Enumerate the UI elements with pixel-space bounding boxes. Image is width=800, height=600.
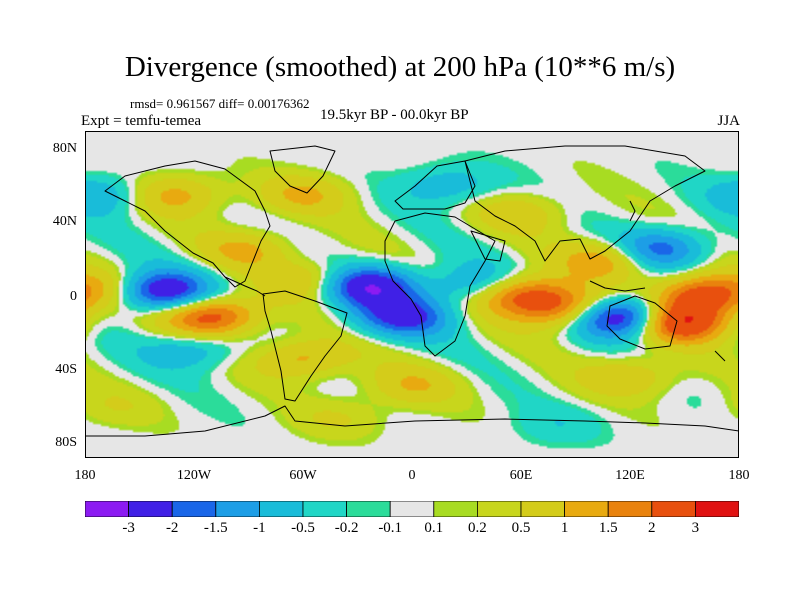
colorbar-label: -0.1 [378,520,403,536]
colorbar [85,501,739,517]
lon-label-60w: 60W [289,468,317,483]
lat-label-40s: 40S [55,362,77,377]
colorbar-label: 0.1 [424,520,444,536]
colorbar-label: 3 [691,520,700,536]
plot-title: Divergence (smoothed) at 200 hPa (10**6 … [124,51,676,83]
coast-australia [606,295,678,350]
coast-north-america [104,160,271,288]
coast-central-america [224,276,266,297]
coast-antarctica [85,405,739,437]
lon-label-60e: 60E [509,468,533,483]
coast-greenland [269,145,336,194]
lat-label-80n: 80N [52,141,77,156]
divergence-map [85,131,739,458]
colorbar-box-13 [651,501,696,517]
map-frame [85,131,739,458]
lon-label-180e: 180 [728,468,750,483]
lat-label-80s: 80S [55,435,77,450]
lon-label-0: 0 [408,468,416,483]
experiment-label: Expt = temfu-temea [81,113,202,129]
colorbar-label: 2 [648,520,656,536]
colorbar-label: -0.2 [334,520,359,536]
coast-asia [464,145,706,262]
lon-label-180w: 180 [74,468,96,483]
coast-africa [384,212,496,357]
coast-indonesia [589,280,646,292]
colorbar-box-3 [215,501,260,517]
colorbar-label: -3 [122,520,135,536]
colorbar-box-11 [564,501,609,517]
colorbar-box-2 [171,501,217,517]
lon-label-120e: 120E [615,468,645,483]
colorbar-label: -0.5 [291,520,315,536]
colorbar-label: -1.5 [203,520,228,536]
coast-arabia [470,230,506,262]
colorbar-box-1 [128,501,173,517]
colorbar-box-5 [302,501,347,517]
coastlines [85,145,739,437]
colorbar-box-6 [346,501,391,517]
coast-south-america [262,290,348,402]
colorbar-box-9 [476,501,522,517]
lon-label-120w: 120W [176,468,212,483]
colorbar-label: 1.5 [598,520,618,536]
coast-europe [394,160,476,210]
lat-label-40n: 40N [52,214,77,229]
colorbar-box-0 [85,501,129,517]
colorbar-box-12 [607,501,653,517]
colorbar-label: -1 [253,520,266,536]
colorbar-label: 1 [560,520,569,536]
colorbar-box-8 [433,501,478,517]
colorbar-box-4 [258,501,304,517]
colorbar-box-7 [389,501,435,517]
stats-text: rmsd= 0.961567 diff= 0.00176362 [130,96,310,111]
lat-label-0: 0 [70,289,77,304]
coast-japan [629,200,636,222]
divergence-field [85,131,739,458]
period-label: 19.5kyr BP - 00.0kyr BP [320,107,469,123]
colorbar-label: 0.5 [511,520,531,536]
season-label: JJA [717,113,740,129]
colorbar-label: 0.2 [468,520,487,536]
colorbar-box-14 [695,501,739,517]
colorbar-box-10 [520,501,565,517]
colorbar-label: -2 [165,520,179,536]
coast-new-zealand [714,350,726,362]
